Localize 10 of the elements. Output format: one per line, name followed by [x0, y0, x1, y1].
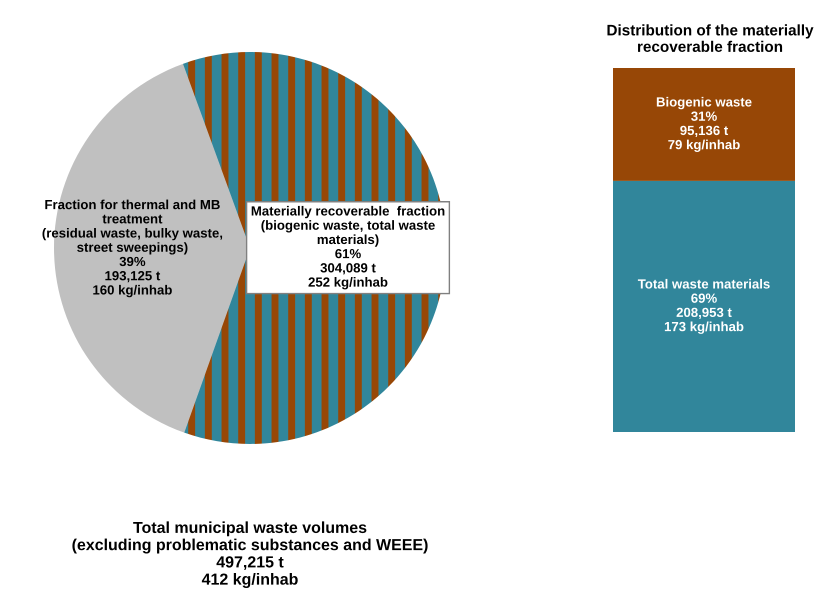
- data-label: 69% 208,953 t 173 kg/inhab: [664, 293, 744, 334]
- series-label: Biogenic waste: [656, 96, 752, 110]
- data-label: 31% 95,136 t 79 kg/inhab: [668, 112, 740, 152]
- data-label: 39% 193,125 t 160 kg/inhab: [93, 256, 172, 298]
- data-label: 61% 304,089 t 252 kg/inhab: [308, 248, 388, 290]
- chart-title: Distribution of the materially recoverable fraction: [607, 24, 814, 52]
- series-label: Total waste materials: [638, 278, 770, 289]
- slice-label: Materially recoverable fraction (biogenic waste, total waste materials): [252, 206, 444, 247]
- slice-label: Fraction for thermal and MB treatment (residual waste, bulky waste, street sweepings): [42, 200, 222, 255]
- text: Total municipal waste volumes (excluding problematic substances and WEEE) 497,215 t 412 kg/inhab: [72, 521, 428, 588]
